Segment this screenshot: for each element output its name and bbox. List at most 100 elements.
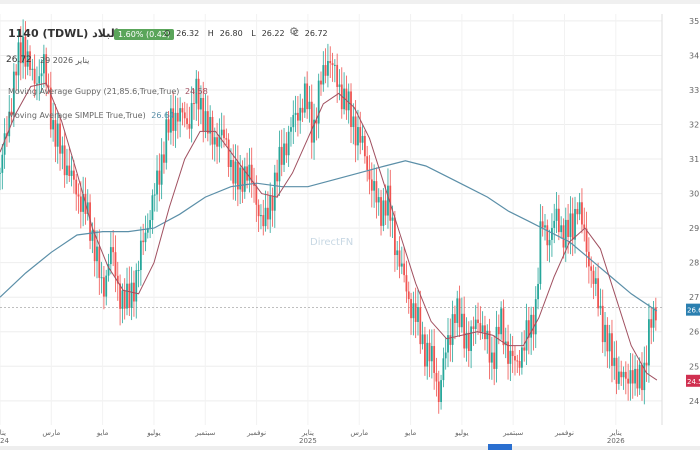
candle-body xyxy=(456,298,459,323)
candle-body xyxy=(329,60,332,64)
candle-body xyxy=(163,154,165,163)
x-tick-label: مايو xyxy=(96,429,109,437)
candle-body xyxy=(414,303,417,322)
x-tick-label: يناير xyxy=(609,429,622,437)
candle-body xyxy=(340,84,343,110)
candle-body xyxy=(271,195,274,211)
candle-body xyxy=(193,103,195,105)
candle-body xyxy=(216,137,218,147)
x-tick-label: يناير xyxy=(0,429,6,437)
candle-body xyxy=(218,135,221,147)
candle-body xyxy=(368,169,371,180)
candle-body xyxy=(613,357,616,366)
y-tick-label: 33 xyxy=(689,86,699,95)
candle-body xyxy=(190,103,193,129)
candle-body xyxy=(551,227,553,240)
settings-gear-icon[interactable]: ⚙ xyxy=(289,25,299,38)
candle-body xyxy=(206,111,209,134)
candle-body xyxy=(488,330,491,363)
candle-body xyxy=(357,127,359,146)
candle-body xyxy=(541,221,544,228)
candle-body xyxy=(40,73,43,77)
candle-body xyxy=(197,78,200,110)
candle-body xyxy=(587,251,590,267)
candle-body xyxy=(354,116,357,146)
candle-body xyxy=(195,78,198,104)
candle-body xyxy=(255,185,258,205)
candle-body xyxy=(585,228,588,252)
candle-body xyxy=(493,352,496,369)
candle-body xyxy=(96,246,98,262)
candle-body xyxy=(98,246,101,278)
candle-body xyxy=(391,217,394,221)
y-tick-label: 34 xyxy=(689,51,699,60)
watermark: DirectFN xyxy=(310,237,354,248)
candle-body xyxy=(257,204,260,217)
candle-body xyxy=(86,202,89,214)
candle-body xyxy=(63,145,66,176)
candle-body xyxy=(347,91,350,111)
indicator-guppy-value: 24.58 xyxy=(184,87,208,96)
high-value: 26.80 xyxy=(219,29,243,38)
candle-body xyxy=(560,225,563,233)
candle-body xyxy=(303,83,306,113)
candle-body xyxy=(109,247,112,265)
candle-body xyxy=(107,264,110,276)
candle-body xyxy=(611,333,613,366)
candle-body xyxy=(359,127,362,143)
candle-body xyxy=(555,208,558,221)
candle-body xyxy=(578,202,581,215)
candle-body xyxy=(444,352,447,359)
candle-body xyxy=(599,305,602,309)
candle-body xyxy=(54,120,57,147)
candle-body xyxy=(421,334,424,345)
ohlc-readout: O 26.32 H 26.80 L 26.22 C 26.72 xyxy=(164,29,334,38)
x-tick-year: 2025 xyxy=(299,437,317,445)
candle-body xyxy=(650,319,653,328)
candle-body xyxy=(0,172,1,174)
candle-body xyxy=(130,282,133,308)
candle-body xyxy=(17,42,20,76)
candle-body xyxy=(297,112,299,121)
candle-body xyxy=(294,112,297,115)
candle-body xyxy=(581,202,583,225)
indicator-guppy[interactable]: Moving Average Guppy (21,85.6,True,True)… xyxy=(8,87,208,96)
candle-body xyxy=(306,83,309,110)
candle-body xyxy=(299,107,302,121)
candle-body xyxy=(287,131,290,156)
candle-body xyxy=(648,319,650,366)
candle-body xyxy=(440,380,442,403)
candle-body xyxy=(31,68,34,70)
y-tick-label: 32 xyxy=(689,121,699,130)
candle-body xyxy=(525,320,528,351)
close-label: C xyxy=(293,29,299,38)
candle-body xyxy=(273,172,276,211)
candle-body xyxy=(47,85,50,88)
price-tag-last-box xyxy=(686,303,700,316)
x-tick-label: يوليو xyxy=(454,429,468,437)
open-value: 26.32 xyxy=(176,29,200,38)
candle-body xyxy=(405,275,408,292)
candle-body xyxy=(435,372,438,382)
x-tick-label: يوليو xyxy=(146,429,160,437)
candle-body xyxy=(151,195,154,221)
candle-body xyxy=(22,36,24,64)
candle-body xyxy=(562,225,565,248)
candle-body xyxy=(465,332,468,349)
candle-body xyxy=(239,167,242,190)
candle-body xyxy=(121,290,124,309)
candle-body xyxy=(241,167,244,192)
candle-body xyxy=(463,313,466,349)
candle-body xyxy=(641,364,643,391)
candle-body xyxy=(571,213,574,240)
open-label: O xyxy=(164,29,171,38)
candle-body xyxy=(112,247,115,253)
candle-body xyxy=(350,91,352,128)
indicator-guppy-label: Moving Average Guppy (21,85.6,True,True) xyxy=(8,87,180,96)
candle-body xyxy=(627,378,630,384)
indicator-sma[interactable]: Moving Average SIMPLE True,True) 26.64 xyxy=(8,111,174,120)
candle-body xyxy=(68,165,71,176)
candle-body xyxy=(472,326,475,329)
